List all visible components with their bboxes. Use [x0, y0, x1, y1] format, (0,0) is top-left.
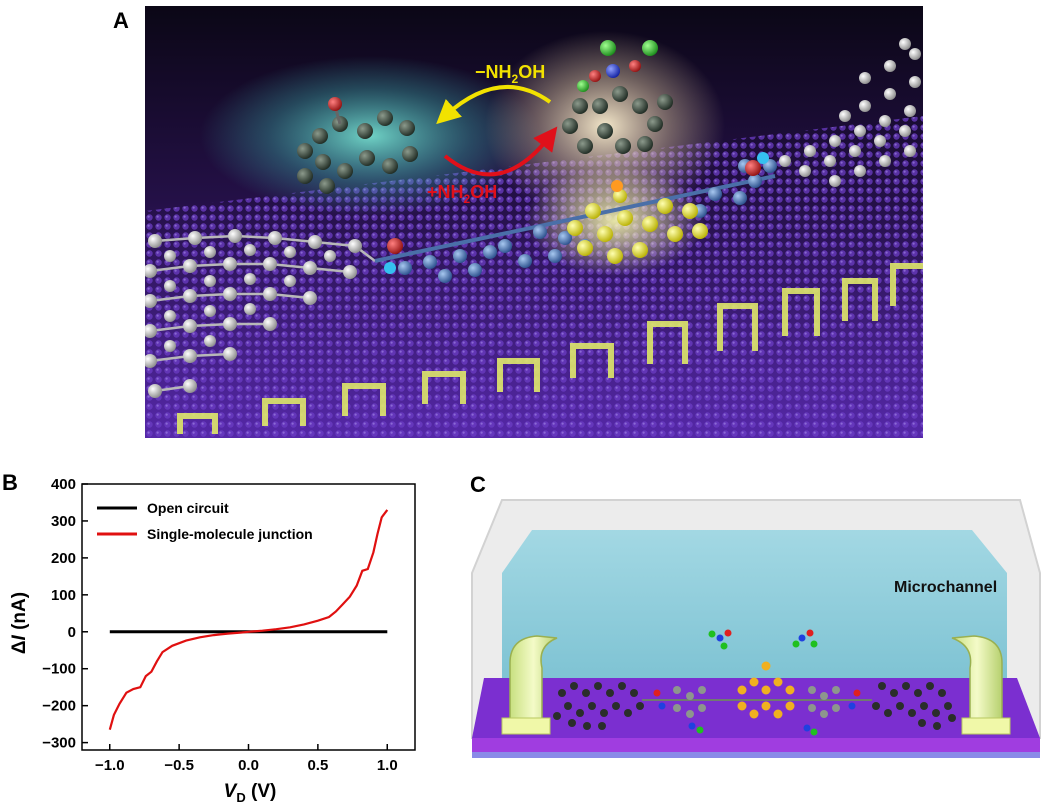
y-tick-label: 0 — [68, 624, 76, 641]
substrate-base — [472, 752, 1040, 758]
left-electrode — [501, 635, 558, 735]
removal-label: −NH2OH — [475, 62, 545, 86]
addition-arrow — [443, 126, 558, 177]
legend-label: Open circuit — [147, 500, 229, 516]
panel-a-label: A — [113, 8, 129, 33]
right-electrode — [951, 635, 1011, 735]
panel-c-illustration: Microchannel — [471, 499, 1041, 758]
y-tick-label: −200 — [42, 698, 76, 715]
microchannel-label: Microchannel — [894, 579, 997, 596]
legend-label: Single-molecule junction — [147, 526, 313, 542]
x-axis-label: VD (V) — [224, 781, 277, 803]
molecular-wire — [374, 152, 777, 283]
right-graphene — [872, 682, 956, 730]
substrate-edge — [472, 738, 1040, 752]
panel-a-illustration: −NH2OH +NH2OH — [145, 6, 923, 438]
right-graphene-electrode — [779, 38, 921, 187]
oxime-adduct-molecule — [562, 40, 673, 154]
x-tick-label: 1.0 — [377, 757, 398, 774]
chart-series — [108, 509, 389, 730]
ketone-molecule — [297, 97, 418, 194]
series-line-single-molecule-junction — [108, 509, 389, 730]
y-axis-label: ΔI (nA) — [9, 592, 30, 654]
fluorenone-core — [567, 180, 708, 264]
chart-legend: Open circuit Single-molecule junction — [97, 500, 313, 542]
molecular-bridge — [642, 661, 872, 719]
y-tick-label: 200 — [51, 550, 76, 567]
iv-chart: −1.0 −0.5 0.0 0.5 1.0 −300 −200 −100 0 100 200 300 4… — [9, 476, 416, 803]
y-tick-label: 300 — [51, 513, 76, 530]
electrode-row — [177, 263, 923, 434]
left-graphene — [553, 682, 644, 730]
panel-c-label: C — [470, 472, 486, 497]
left-graphene-electrode — [145, 229, 376, 398]
y-tick-label: 100 — [51, 587, 76, 604]
chart-axes: −1.0 −0.5 0.0 0.5 1.0 −300 −200 −100 0 100 200 300 4… — [42, 476, 416, 774]
y-tick-label: 400 — [51, 476, 76, 493]
x-tick-label: −1.0 — [95, 757, 125, 774]
y-tick-label: −300 — [42, 735, 76, 752]
panel-b-label: B — [2, 470, 18, 495]
removal-arrow — [436, 84, 552, 125]
floating-analyte-molecules — [688, 629, 818, 736]
plot-frame — [81, 483, 416, 751]
x-tick-label: 0.5 — [307, 757, 328, 774]
substrate-top — [472, 678, 1040, 738]
addition-label: +NH2OH — [427, 182, 497, 206]
x-tick-label: −0.5 — [164, 757, 194, 774]
yellow-glow — [525, 166, 705, 276]
x-tick-label: 0.0 — [238, 757, 259, 774]
y-tick-label: −100 — [42, 661, 76, 678]
